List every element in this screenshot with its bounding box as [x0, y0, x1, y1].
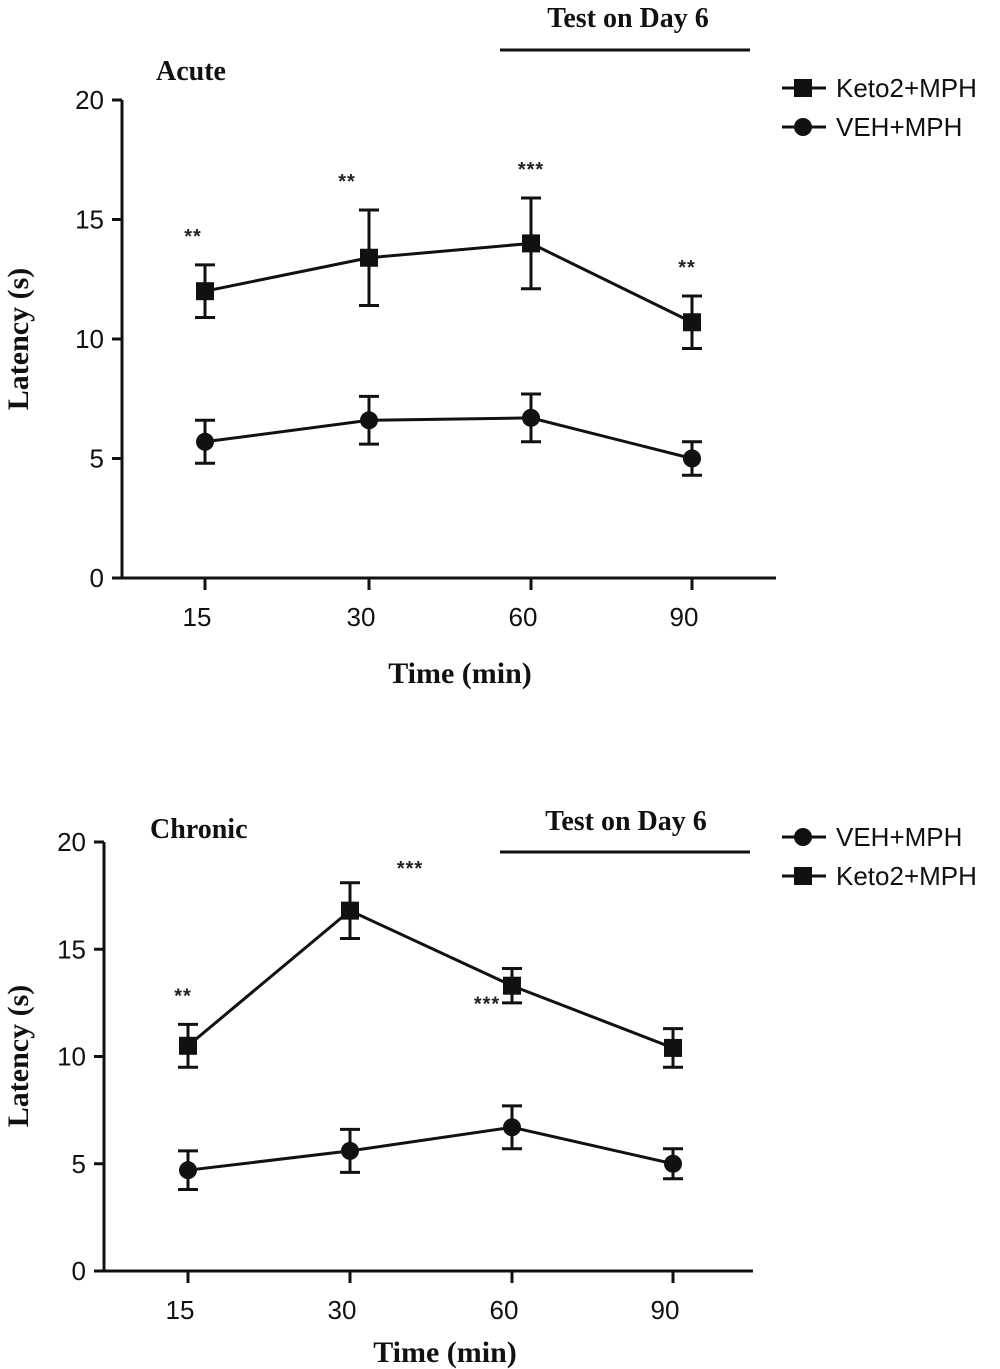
legend-item-keto2-mph: Keto2+MPH [782, 73, 977, 103]
legend-label: VEH+MPH [836, 822, 962, 852]
chart-panel-chronic: Chronic Test on Day 6 0 5 10 15 20 15 30 60 90 Time… [2, 806, 977, 1369]
data-point-square [683, 313, 701, 332]
y-tick-label: 5 [90, 444, 104, 474]
data-point-circle [503, 1118, 521, 1137]
data-point-circle [179, 1161, 197, 1180]
chart-title: Chronic [150, 814, 248, 845]
series-line [204, 416, 693, 460]
y-tick-label: 20 [57, 827, 86, 857]
data-point-square [522, 234, 540, 253]
significance-label: *** [518, 159, 544, 181]
test-day-label: Test on Day 6 [547, 3, 709, 34]
y-tick-label: 10 [57, 1042, 86, 1072]
y-tick-label: 5 [72, 1149, 86, 1179]
data-point-square [360, 248, 378, 267]
data-point-square [664, 1038, 682, 1057]
series-veh-mph [195, 392, 702, 477]
y-tick-label: 0 [90, 563, 104, 593]
data-point-circle [664, 1154, 682, 1173]
data-point-square [196, 282, 214, 301]
y-tick-label: 0 [72, 1256, 86, 1286]
data-point-circle [341, 1141, 359, 1160]
legend-marker-square [794, 79, 812, 97]
y-tick-label: 10 [75, 324, 104, 354]
data-point-circle [196, 432, 214, 451]
series-veh-mph [178, 1104, 683, 1191]
significance-label: ** [184, 226, 202, 248]
x-axis-label: Time (min) [373, 1336, 517, 1369]
legend-item-veh-mph: VEH+MPH [782, 112, 962, 142]
x-tick-label: 30 [347, 602, 376, 632]
significance-label: ** [678, 257, 696, 279]
x-tick-label: 90 [670, 602, 699, 632]
x-tick-label: 15 [183, 602, 212, 632]
y-tick-label: 20 [75, 85, 104, 115]
y-axis-label: Latency (s) [2, 268, 35, 410]
data-point-circle [522, 408, 540, 427]
x-axis-label: Time (min) [388, 657, 532, 690]
data-point-square [179, 1036, 197, 1055]
legend-item-keto2-mph: Keto2+MPH [782, 861, 977, 891]
data-point-square [341, 901, 359, 920]
legend-label: VEH+MPH [836, 112, 962, 142]
series-line [187, 1125, 674, 1172]
test-day-label: Test on Day 6 [545, 806, 707, 837]
significance-label: ** [174, 985, 192, 1007]
series-line [204, 241, 693, 324]
legend-label: Keto2+MPH [836, 73, 977, 103]
x-tick-label: 15 [166, 1295, 195, 1325]
data-point-circle [683, 449, 701, 468]
legend-marker-circle [794, 828, 812, 846]
legend-marker-square [794, 867, 812, 885]
significance-label: ** [338, 171, 356, 193]
x-tick-label: 60 [490, 1295, 519, 1325]
chart-panel-acute: Acute Test on Day 6 0 5 10 15 20 15 30 60 90 Time (… [2, 3, 977, 690]
x-tick-label: 30 [328, 1295, 357, 1325]
series-keto2-mph: ********* [184, 159, 702, 351]
legend-item-veh-mph: VEH+MPH [782, 822, 962, 852]
significance-label: *** [474, 994, 500, 1016]
y-tick-label: 15 [57, 934, 86, 964]
y-axis-label: Latency (s) [2, 985, 35, 1127]
significance-label: *** [397, 858, 423, 880]
chart-title: Acute [156, 56, 226, 87]
legend-label: Keto2+MPH [836, 861, 977, 891]
data-point-square [503, 976, 521, 995]
data-point-circle [360, 411, 378, 430]
series-line [187, 908, 674, 1050]
legend-marker-circle [794, 118, 812, 136]
series-keto2-mph: ******** [174, 858, 683, 1069]
x-tick-label: 90 [651, 1295, 680, 1325]
x-tick-label: 60 [509, 602, 538, 632]
y-tick-label: 15 [75, 205, 104, 235]
